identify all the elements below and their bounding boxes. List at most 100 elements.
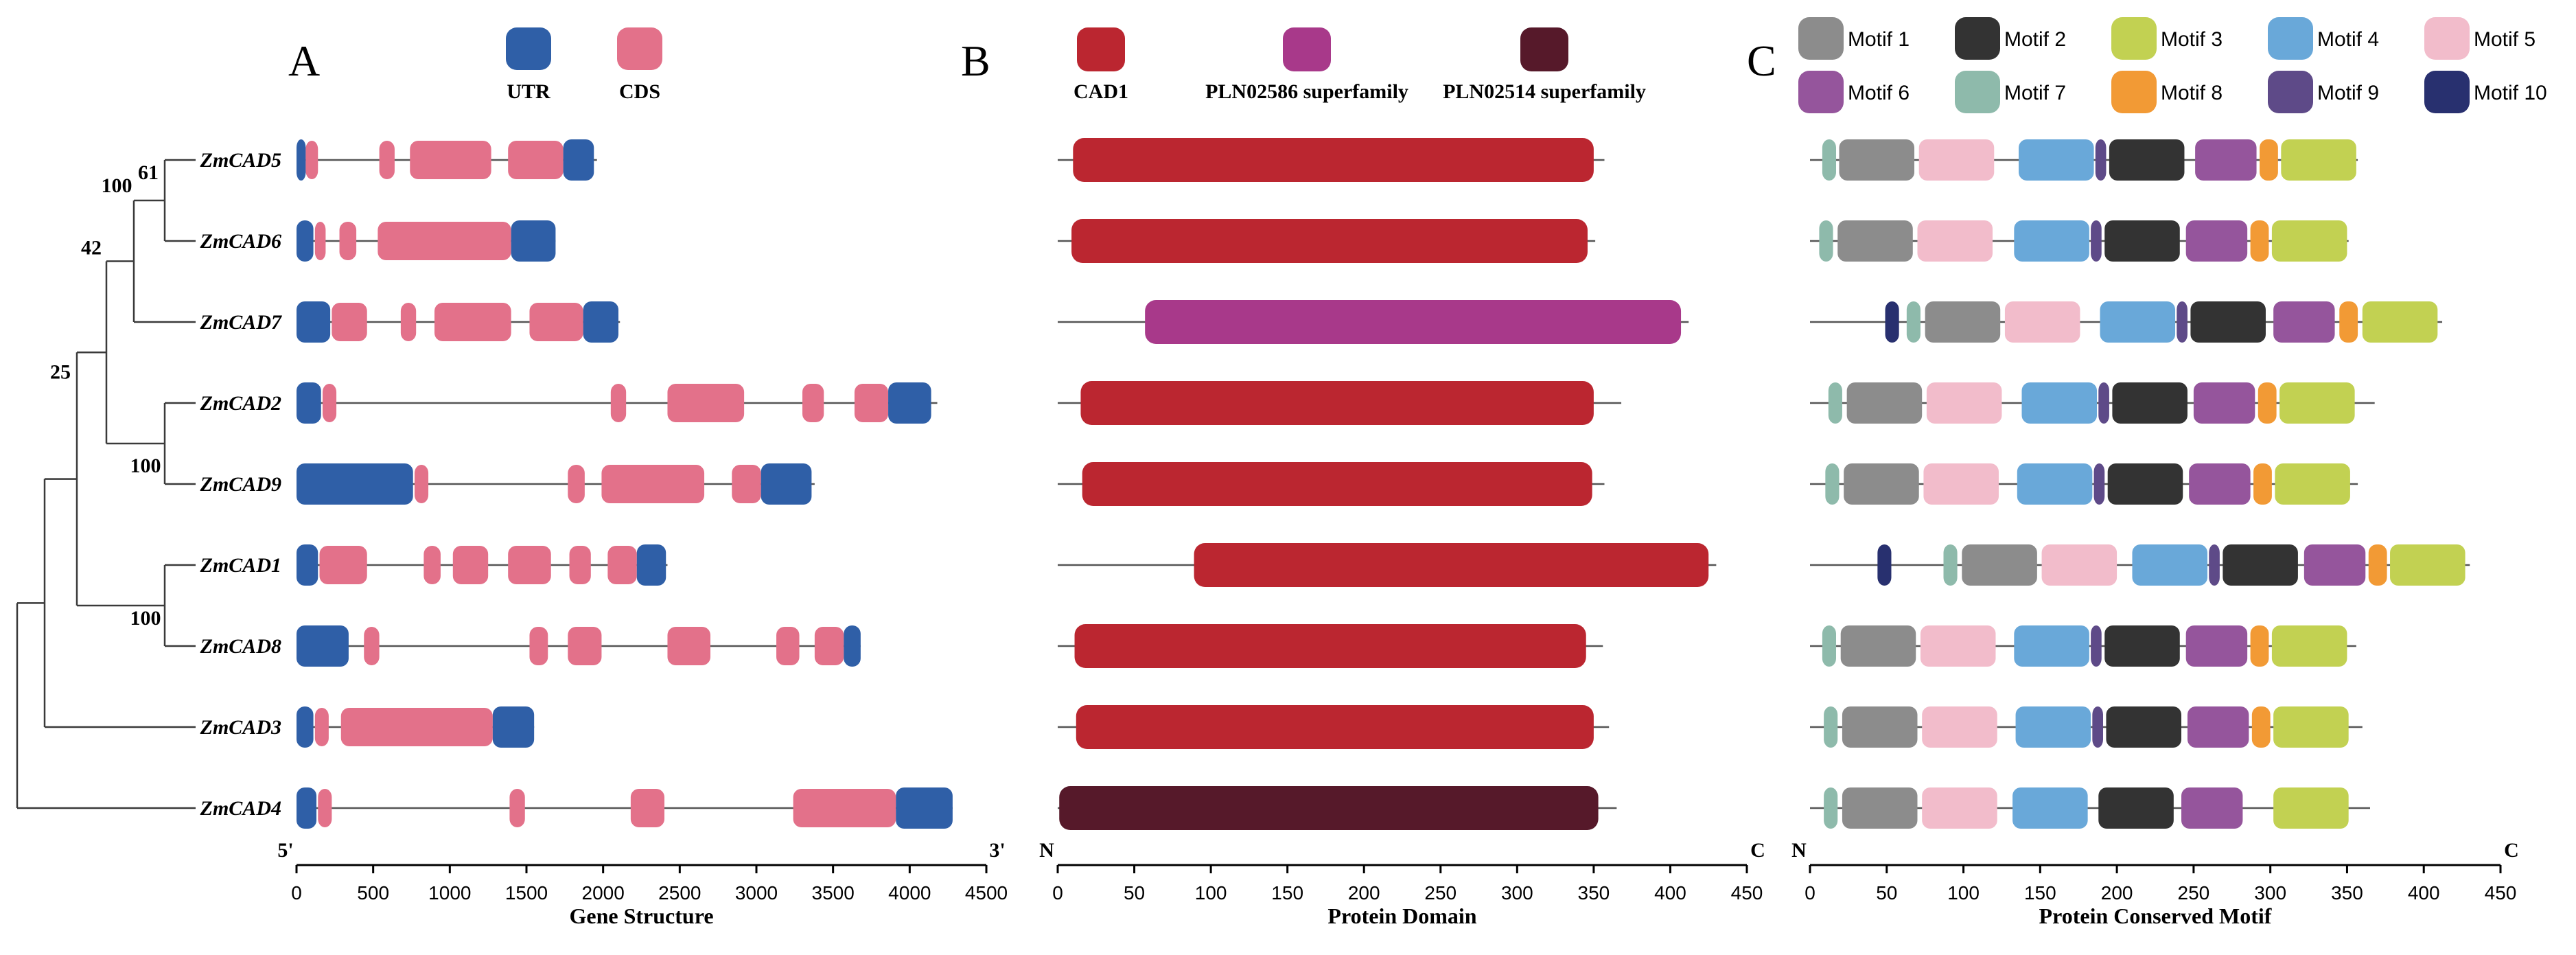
bootstrap-value: 42 [81,237,102,260]
panel-c-tick-label: 0 [1805,882,1815,904]
cds-box-zmcad8 [364,627,380,665]
motif-9-box-zmcad7 [2177,301,2188,343]
legend-swatch-motif-4 [2268,17,2313,60]
gene-label-zmcad4: ZmCAD4 [200,797,281,820]
panel-a-end-left: 5' [277,839,293,862]
legend-swatch-domain-3 [1520,27,1568,71]
motif-5-box-zmcad4 [1922,787,1997,829]
motif-4-box-zmcad2 [2021,382,2098,424]
panel-a-tick-label: 500 [357,882,389,904]
utr-box-zmcad2 [888,382,931,424]
gene-label-zmcad6: ZmCAD6 [200,230,281,253]
panel-b-tick-label: 50 [1124,882,1145,904]
cds-box-zmcad7 [434,303,511,341]
motif-9-box-zmcad6 [2091,220,2102,262]
cds-box-zmcad6 [378,222,511,260]
legend-label-motif-5: Motif 5 [2474,28,2536,51]
utr-box-zmcad1 [297,544,318,586]
motif-3-box-zmcad2 [2279,382,2355,424]
panel-c-tick-label: 350 [2331,882,2363,904]
motif-3-box-zmcad7 [2362,301,2438,343]
domain-box-zmcad7 [1145,300,1682,344]
utr-box-zmcad6 [511,220,556,262]
panel-c-end-left: N [1791,839,1807,862]
legend-swatch-motif-8 [2111,71,2157,113]
panel-b-end-left: N [1039,839,1054,862]
legend-swatch-domain-1 [1077,27,1125,71]
motif-1-box-zmcad3 [1842,706,1918,748]
motif-2-box-zmcad9 [2107,463,2183,505]
motif-1-box-zmcad1 [1962,544,2037,586]
utr-box-zmcad6 [297,220,314,262]
domain-box-zmcad2 [1080,381,1594,425]
motif-4-box-zmcad7 [2100,301,2176,343]
motif-5-box-zmcad2 [1926,382,2002,424]
motif-2-box-zmcad8 [2104,625,2180,667]
bootstrap-value: 100 [130,607,161,630]
motif-2-box-zmcad2 [2112,382,2188,424]
motif-8-box-zmcad8 [2250,625,2269,667]
utr-box-zmcad5 [563,139,594,181]
gene-label-zmcad7: ZmCAD7 [200,311,282,334]
cds-box-zmcad2 [854,384,889,422]
legend-label-motif-7: Motif 7 [2004,82,2066,104]
motif-6-box-zmcad1 [2304,544,2366,586]
legend-label-domain-1: CAD1 [1074,80,1128,103]
gene-label-zmcad8: ZmCAD8 [200,635,281,658]
cds-box-zmcad9 [601,465,705,503]
motif-6-box-zmcad6 [2185,220,2248,262]
cds-box-zmcad4 [509,789,525,827]
motif-6-box-zmcad9 [2189,463,2251,505]
motif-7-box-zmcad6 [1819,220,1833,262]
cds-box-zmcad9 [414,465,429,503]
panel-b-tick-label: 450 [1731,882,1763,904]
legend-label-motif-6: Motif 6 [1848,82,1910,104]
bootstrap-value: 100 [102,174,132,197]
cds-box-zmcad2 [322,384,337,422]
motif-2-box-zmcad1 [2223,544,2298,586]
cds-box-zmcad2 [610,384,627,422]
cds-box-zmcad2 [667,384,745,422]
motif-9-box-zmcad3 [2092,706,2103,748]
motif-5-box-zmcad1 [2041,544,2117,586]
motif-6-box-zmcad7 [2273,301,2335,343]
motif-5-box-zmcad3 [1922,706,1997,748]
utr-box-zmcad7 [583,301,618,343]
legend-swatch-utr [506,27,551,70]
cds-box-zmcad1 [508,546,551,584]
motif-4-box-zmcad8 [2014,625,2089,667]
panel-b-end-right: C [1750,839,1765,862]
phylogenetic-tree: 61 100 42 100 25 100 [16,159,196,809]
domain-box-zmcad5 [1073,138,1594,182]
motif-5-box-zmcad8 [1920,625,1996,667]
cds-box-zmcad8 [814,627,844,665]
motif-10-box-zmcad7 [1885,301,1899,343]
cds-box-zmcad2 [802,384,824,422]
motif-3-box-zmcad3 [2273,706,2349,748]
gene-label-zmcad1: ZmCAD1 [200,554,281,577]
panel-c-letter: C [1747,36,1776,85]
motif-8-box-zmcad1 [2368,544,2387,586]
legend-label-motif-4: Motif 4 [2317,28,2379,51]
legend-label-domain-2: PLN02586 superfamily [1205,80,1408,103]
motif-2-box-zmcad4 [2098,787,2174,829]
motif-8-box-zmcad9 [2253,463,2272,505]
utr-box-zmcad2 [297,382,321,424]
panel-b-axis-title: Protein Domain [1327,904,1476,928]
legend-swatch-motif-2 [1955,17,2000,60]
legend-label-utr: UTR [507,80,550,103]
utr-box-zmcad5 [297,139,306,181]
cds-box-zmcad1 [569,546,591,584]
legend-label-domain-3: PLN02514 superfamily [1443,80,1646,103]
legend-label-motif-8: Motif 8 [2161,82,2223,104]
motif-2-box-zmcad3 [2106,706,2182,748]
motif-9-box-zmcad5 [2095,139,2107,181]
panel-b-tick-label: 150 [1271,882,1303,904]
gene-label-zmcad2: ZmCAD2 [200,392,281,415]
motif-6-box-zmcad4 [2181,787,2243,829]
legend-swatch-motif-7 [1955,71,2000,113]
motif-1-box-zmcad4 [1842,787,1918,829]
motif-7-box-zmcad8 [1822,625,1837,667]
motif-1-box-zmcad6 [1837,220,1913,262]
